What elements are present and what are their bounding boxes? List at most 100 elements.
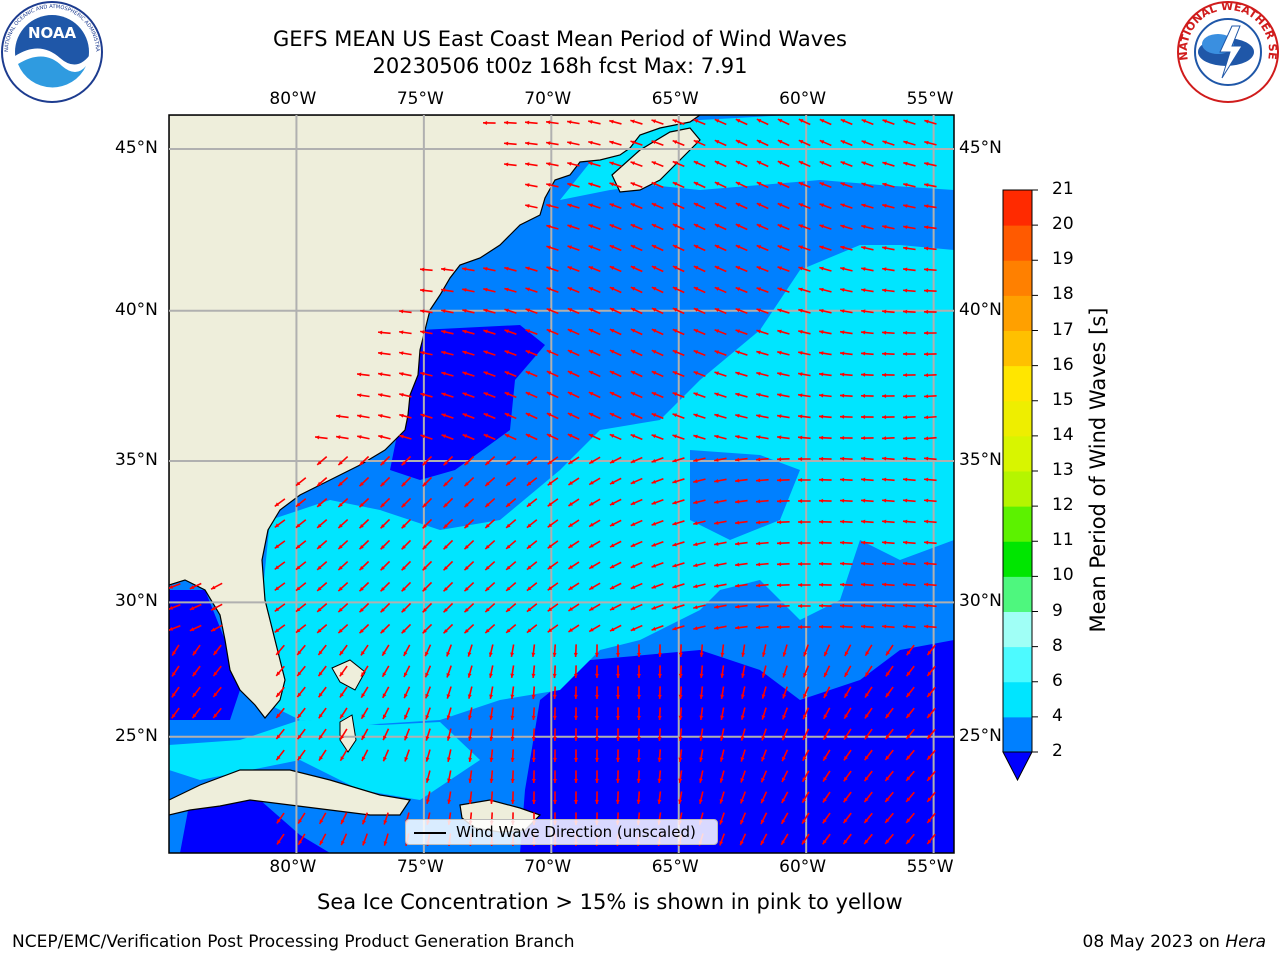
- direction-arrowhead: [630, 413, 636, 417]
- direction-arrowhead: [401, 566, 406, 571]
- direction-arrowhead: [483, 392, 489, 397]
- direction-arrowhead: [609, 287, 615, 291]
- direction-arrowhead: [861, 309, 866, 314]
- direction-arrowhead: [885, 713, 890, 719]
- colorbar: [1002, 189, 1038, 782]
- direction-arrowhead: [630, 501, 636, 505]
- direction-arrowhead: [552, 736, 557, 741]
- short-period-zone: [169, 590, 240, 720]
- direction-arrowhead: [336, 435, 341, 440]
- direction-arrowhead: [485, 628, 490, 634]
- direction-arrowhead: [714, 478, 719, 483]
- colorbar-tick-label: 12: [1052, 495, 1074, 516]
- direction-arrowhead: [531, 673, 536, 678]
- direction-arrowhead: [317, 565, 322, 570]
- direction-arrowhead: [189, 606, 195, 610]
- direction-arrowhead: [843, 839, 848, 845]
- direction-arrowhead: [546, 287, 552, 292]
- direction-arrowhead: [672, 458, 677, 463]
- direction-arrowhead: [630, 606, 636, 610]
- direction-arrowhead: [885, 755, 890, 761]
- direction-arrowhead: [595, 778, 599, 783]
- direction-arrowhead: [567, 161, 572, 166]
- direction-arrowhead: [882, 267, 887, 272]
- direction-arrowhead: [882, 603, 887, 608]
- direction-arrowhead: [906, 734, 911, 739]
- direction-arrowhead: [693, 605, 698, 610]
- direction-arrowhead: [338, 607, 343, 613]
- direction-arrowhead: [924, 140, 929, 145]
- direction-arrowhead: [338, 586, 343, 592]
- direction-arrowhead: [927, 776, 932, 781]
- direction-arrowhead: [672, 266, 678, 270]
- direction-arrowhead: [798, 119, 804, 123]
- direction-arrowhead: [651, 521, 657, 526]
- direction-arrowhead: [573, 652, 578, 657]
- direction-arrowhead: [525, 434, 531, 438]
- colorbar-segment: [1003, 681, 1032, 718]
- direction-arrowhead: [359, 545, 364, 550]
- direction-arrowhead: [678, 673, 683, 678]
- direction-arrowhead: [735, 119, 741, 123]
- direction-arrowhead: [630, 308, 636, 312]
- direction-arrowhead: [589, 501, 594, 506]
- direction-arrowhead: [924, 267, 929, 272]
- direction-arrowhead: [422, 566, 427, 571]
- direction-arrowhead: [339, 692, 344, 698]
- direction-arrowhead: [568, 502, 573, 506]
- colorbar-tick-label: 21: [1052, 179, 1074, 199]
- direction-arrowhead: [615, 799, 620, 804]
- colorbar-segment: [1003, 295, 1032, 331]
- direction-arrowhead: [441, 392, 446, 397]
- direction-arrowhead: [573, 715, 578, 720]
- direction-arrowhead: [443, 608, 448, 613]
- direction-arrowhead: [777, 140, 783, 144]
- direction-arrowhead: [467, 694, 472, 699]
- direction-arrowhead: [609, 392, 615, 396]
- direction-arrowhead: [798, 182, 804, 186]
- direction-arrowhead: [297, 650, 302, 655]
- direction-arrowhead: [651, 563, 657, 568]
- colorbar-tick-label: 9: [1052, 600, 1063, 621]
- direction-arrowhead: [840, 182, 845, 187]
- direction-arrowhead: [740, 840, 744, 846]
- direction-arrowhead: [443, 545, 448, 550]
- direction-arrowhead: [525, 204, 530, 208]
- lat-tick-left: 35°N: [115, 449, 158, 470]
- direction-arrowhead: [525, 141, 530, 146]
- direction-arrowhead: [630, 371, 636, 375]
- direction-arrowhead: [420, 267, 425, 272]
- direction-arrowhead: [525, 183, 530, 188]
- direction-arrowhead: [777, 562, 782, 567]
- direction-arrowhead: [441, 371, 446, 376]
- direction-arrowhead: [924, 624, 929, 629]
- direction-arrowhead: [467, 673, 472, 678]
- direction-arrowhead: [781, 819, 786, 824]
- direction-arrowhead: [651, 434, 657, 439]
- direction-arrowhead: [547, 607, 553, 612]
- direction-arrowhead: [843, 776, 848, 782]
- direction-arrowhead: [422, 482, 427, 487]
- direction-arrowhead: [630, 203, 636, 207]
- direction-arrowhead: [422, 524, 427, 529]
- direction-arrowhead: [526, 460, 532, 465]
- direction-arrowhead: [735, 245, 741, 249]
- direction-arrowhead: [777, 266, 783, 271]
- direction-arrowhead: [693, 434, 698, 439]
- direction-arrowhead: [782, 735, 786, 741]
- direction-arrowhead: [359, 587, 364, 592]
- direction-arrowhead: [924, 561, 929, 566]
- direction-arrowhead: [483, 413, 489, 417]
- direction-arrowhead: [468, 778, 473, 783]
- direction-arrowhead: [462, 308, 467, 313]
- direction-arrowhead: [823, 693, 828, 699]
- direction-arrowhead: [552, 757, 557, 762]
- direction-arrowhead: [714, 434, 719, 439]
- direction-arrowhead: [927, 692, 932, 697]
- direction-arrowhead: [383, 735, 387, 741]
- lat-tick-left: 30°N: [115, 591, 158, 612]
- direction-arrowhead: [678, 778, 683, 783]
- direction-arrowhead: [824, 672, 828, 678]
- direction-arrowhead: [927, 755, 932, 760]
- direction-arrowhead: [819, 330, 824, 334]
